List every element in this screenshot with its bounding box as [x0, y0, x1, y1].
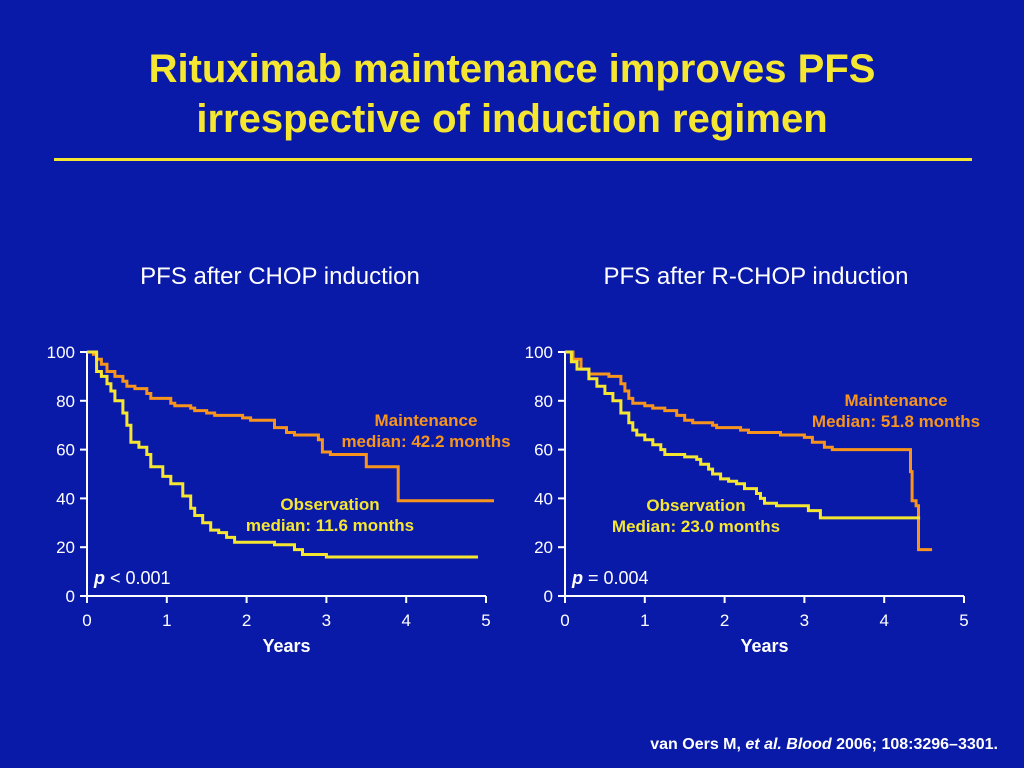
- series-observation-line: [87, 350, 478, 559]
- y-tick-label: 20: [534, 538, 553, 557]
- annotation-maintenance: Maintenance: [375, 411, 478, 430]
- y-tick-label: 60: [56, 441, 75, 460]
- annotation-maintenance: Median: 51.8 months: [812, 412, 980, 431]
- x-axis-label: Years: [740, 636, 788, 656]
- annotation-maintenance: median: 42.2 months: [341, 432, 510, 451]
- x-tick-label: 4: [879, 611, 888, 630]
- title-line-1: Rituximab maintenance improves PFS: [148, 47, 876, 91]
- y-tick-label: 60: [534, 441, 553, 460]
- x-tick-label: 3: [322, 611, 331, 630]
- y-tick-label: 40: [56, 489, 75, 508]
- y-tick-label: 100: [47, 343, 75, 362]
- y-tick-label: 40: [534, 489, 553, 508]
- x-tick-label: 4: [401, 611, 410, 630]
- annotation-maintenance: Maintenance: [845, 391, 948, 410]
- p-value: p = 0.004: [571, 568, 649, 588]
- series-maintenance-line: [87, 350, 494, 503]
- x-tick-label: 1: [640, 611, 649, 630]
- title-line-2: irrespective of induction regimen: [196, 97, 828, 141]
- citation: van Oers M, et al. Blood 2006; 108:3296–…: [650, 736, 998, 754]
- p-value-text: < 0.001: [105, 568, 171, 588]
- y-tick-label: 100: [525, 343, 553, 362]
- chart-1: 0 20 40 60 80 100 0 1 2 3 4 5 Years Maintenance median…: [47, 343, 511, 656]
- annotation-observation: Median: 23.0 months: [612, 517, 780, 536]
- series-observation-line: [565, 350, 921, 520]
- p-value: p < 0.001: [93, 568, 171, 588]
- x-tick-label: 0: [560, 611, 569, 630]
- x-tick-label: 2: [242, 611, 251, 630]
- chart-2: 0 20 40 60 80 100 0 1 2 3 4 5 Years Maintenance Median…: [525, 343, 980, 656]
- slide-title: Rituximab maintenance improves PFS irres…: [0, 44, 1024, 144]
- y-tick-label: 0: [544, 587, 553, 606]
- p-value-symbol: p: [571, 568, 583, 588]
- y-tick-label: 0: [66, 587, 75, 606]
- x-axis-label: Years: [262, 636, 310, 656]
- x-tick-label: 3: [800, 611, 809, 630]
- x-tick-label: 5: [481, 611, 490, 630]
- x-tick-label: 0: [82, 611, 91, 630]
- y-tick-label: 80: [56, 392, 75, 411]
- x-tick-label: 1: [162, 611, 171, 630]
- y-tick-label: 20: [56, 538, 75, 557]
- chart-1-title: PFS after CHOP induction: [140, 263, 420, 290]
- y-tick-label: 80: [534, 392, 553, 411]
- annotation-observation: Observation: [646, 496, 745, 515]
- citation-details: 2006; 108:3296–3301.: [831, 736, 998, 753]
- chart-2-title: PFS after R-CHOP induction: [603, 263, 909, 290]
- title-underline: [54, 158, 972, 161]
- p-value-text: = 0.004: [583, 568, 649, 588]
- annotation-observation: median: 11.6 months: [246, 516, 414, 535]
- x-tick-label: 5: [959, 611, 968, 630]
- citation-journal: et al. Blood: [745, 736, 832, 753]
- series-maintenance-line: [565, 350, 933, 552]
- x-tick-label: 2: [720, 611, 729, 630]
- p-value-symbol: p: [93, 568, 105, 588]
- citation-authors: van Oers M,: [650, 736, 746, 753]
- annotation-observation: Observation: [280, 495, 379, 514]
